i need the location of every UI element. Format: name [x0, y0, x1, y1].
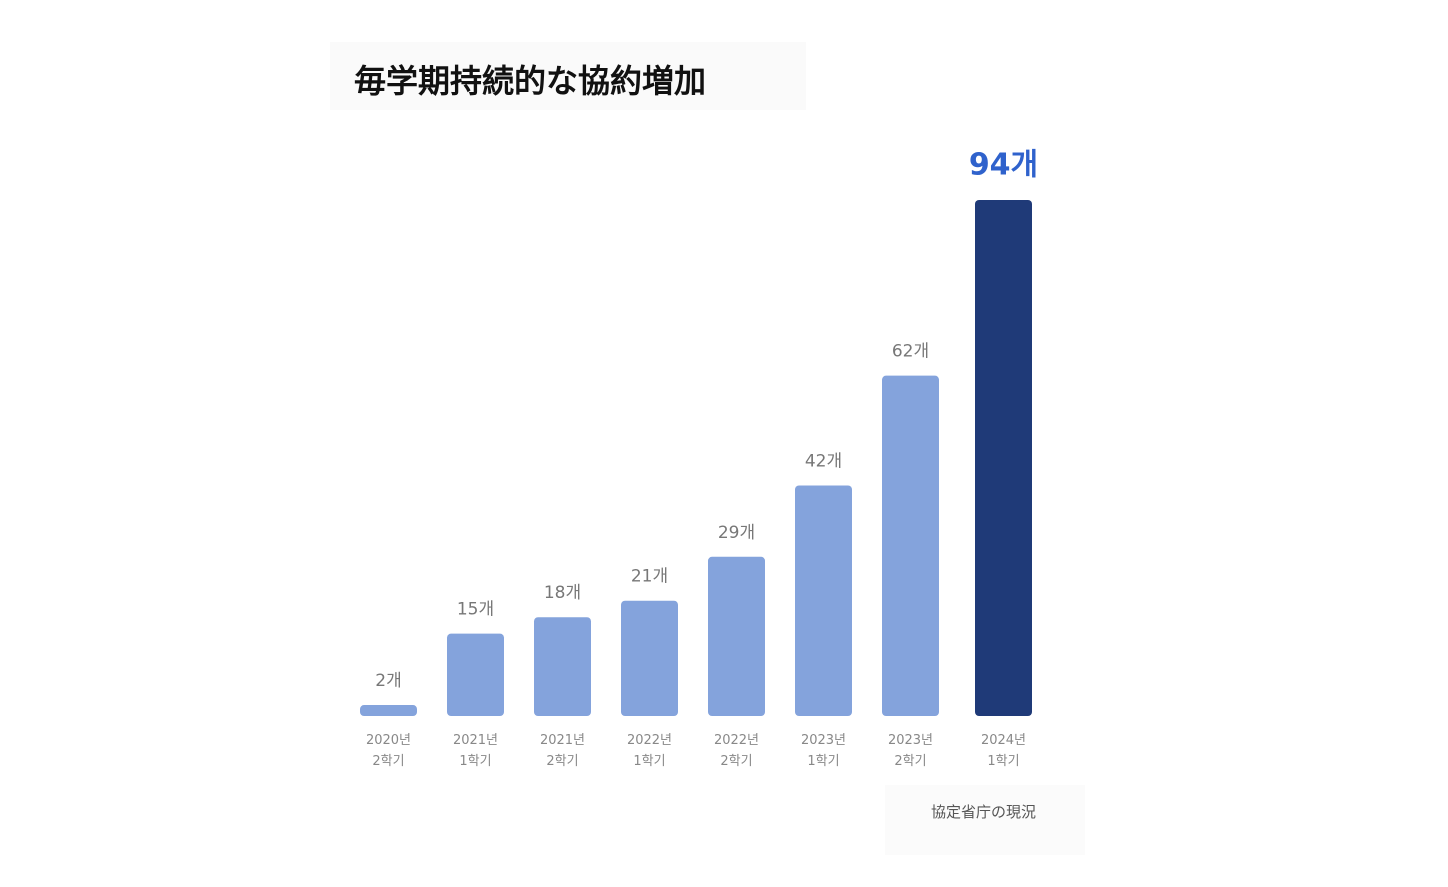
bar [534, 617, 591, 716]
source-box: 協定省庁の現況 [885, 785, 1085, 855]
x-tick-label: 2022년 2학기 [713, 733, 760, 769]
bar [621, 600, 678, 716]
bar [882, 375, 939, 716]
source-note: 協定省庁の現況 [931, 803, 1037, 821]
value-label: 15개 [457, 600, 494, 620]
x-tick-label: 2022년 1학기 [626, 733, 673, 769]
value-label: 2개 [375, 671, 401, 691]
x-tick-label: 2020년 2학기 [365, 733, 412, 769]
value-label: 62개 [892, 342, 929, 362]
bar [975, 200, 1032, 716]
x-tick-label: 2021년 2학기 [539, 733, 586, 769]
value-label: 29개 [718, 523, 755, 543]
x-tick-label: 2023년 1학기 [800, 733, 847, 769]
chart-title: 毎学期持続的な協約増加 [354, 62, 707, 100]
x-tick-label: 2021년 1학기 [452, 733, 499, 769]
value-label: 94개 [969, 148, 1038, 183]
title-box: 毎学期持続的な協約増加 [330, 42, 806, 110]
bar [360, 705, 417, 716]
value-label: 21개 [631, 567, 668, 587]
value-label: 42개 [805, 451, 842, 471]
x-tick-label: 2024년 1학기 [980, 733, 1027, 769]
bar [447, 633, 504, 716]
value-label: 18개 [544, 583, 581, 603]
bar [708, 556, 765, 716]
x-tick-label: 2023년 2학기 [887, 733, 934, 769]
bar [795, 485, 852, 716]
